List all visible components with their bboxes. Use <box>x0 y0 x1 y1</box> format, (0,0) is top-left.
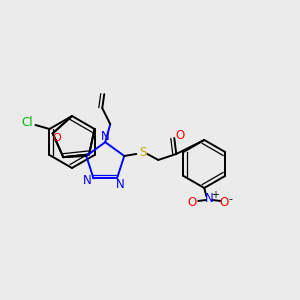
Text: O: O <box>176 130 185 142</box>
Text: O: O <box>52 134 61 143</box>
Text: N: N <box>101 130 110 142</box>
Text: N: N <box>83 174 92 187</box>
Text: N: N <box>116 178 124 191</box>
Text: S: S <box>140 146 147 160</box>
Text: +: + <box>211 190 219 200</box>
Text: N: N <box>205 193 214 206</box>
Text: -: - <box>228 194 232 204</box>
Text: O: O <box>188 196 197 209</box>
Text: O: O <box>220 196 229 209</box>
Text: Cl: Cl <box>22 116 33 128</box>
